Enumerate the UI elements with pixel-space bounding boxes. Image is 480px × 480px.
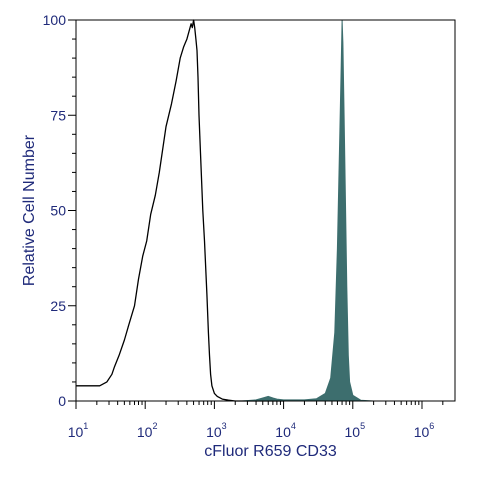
y-tick-label: 0 <box>58 393 66 409</box>
series-layer <box>76 19 374 402</box>
y-tick-label: 75 <box>50 107 66 123</box>
plot-frame <box>75 19 456 402</box>
x-tick-label: 102 <box>137 421 158 440</box>
x-tick-label: 101 <box>68 421 89 440</box>
x-tick-label: 105 <box>344 421 365 440</box>
stained-histogram <box>241 19 374 402</box>
x-axis-title: cFluor R659 CD33 <box>204 443 337 460</box>
x-axis: 101 102 103 104 105 106 <box>68 401 444 440</box>
y-tick-label: 25 <box>50 298 66 314</box>
y-axis: 0 25 50 75 100 <box>43 12 76 409</box>
y-tick-label: 50 <box>50 203 66 219</box>
x-tick-label: 103 <box>206 421 227 440</box>
x-tick-label: 106 <box>414 421 435 440</box>
y-axis-title: Relative Cell Number <box>21 134 38 286</box>
y-tick-label: 100 <box>43 12 67 28</box>
unstained-histogram-line <box>76 19 284 402</box>
x-tick-label: 104 <box>275 421 296 440</box>
